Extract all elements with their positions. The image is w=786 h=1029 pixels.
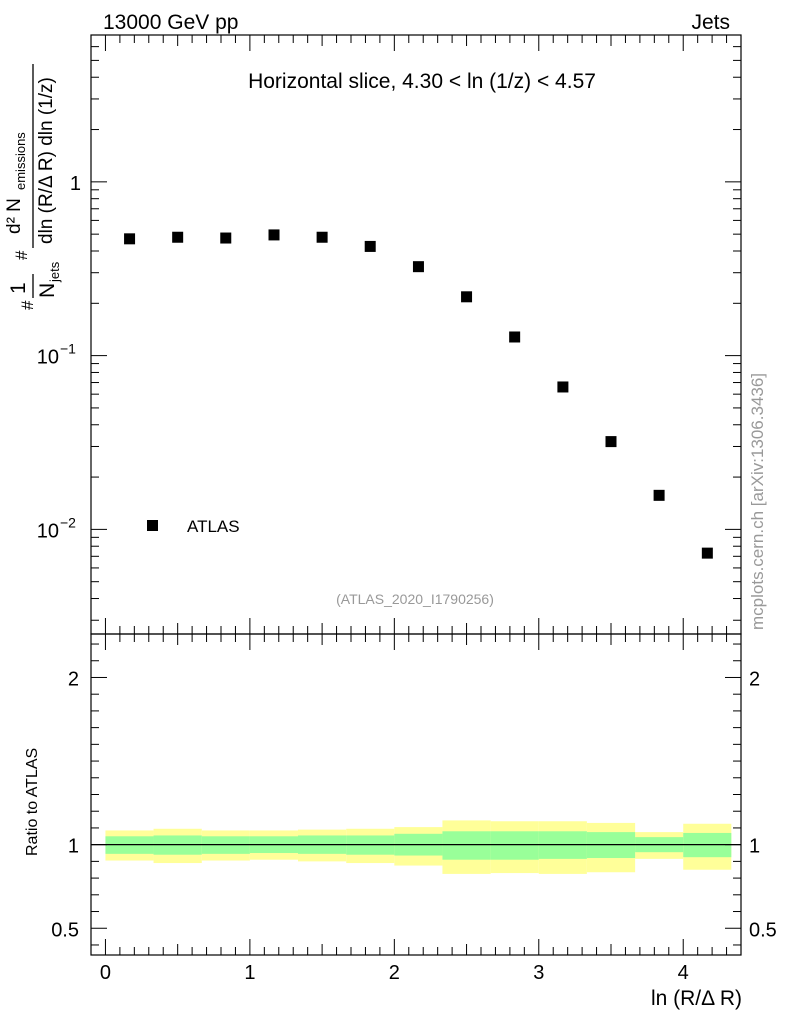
x-tick-label: 4 — [678, 962, 689, 984]
data-point — [653, 489, 665, 501]
y-label-one: 1 — [7, 282, 30, 294]
y-tick-label: 1 — [70, 173, 81, 195]
data-point — [557, 381, 569, 393]
ratio-y-tick-label-right: 1 — [749, 836, 760, 858]
data-point — [509, 331, 521, 343]
ratio-plot-panel: 0.5 0.5 1 1 2 2 0 1 2 3 4 Ratio to ATLAS ln (R/Δ R… — [24, 633, 777, 1010]
data-point — [701, 547, 713, 559]
data-point — [461, 291, 473, 303]
x-tick-label: 3 — [533, 962, 544, 984]
plot-title: Horizontal slice, 4.30 < ln (1/z) < 4.57 — [248, 70, 596, 93]
data-point — [268, 229, 280, 241]
main-plot-panel: 10 −210 −11 Horizontal slice, 4.30 < ln (1… — [4, 34, 742, 635]
ratio-plot-frame — [90, 633, 742, 956]
y-tick-label: 10 — [37, 520, 59, 542]
ratio-y-tick-label-left: 1 — [68, 836, 79, 858]
y-label-hash-2: # — [12, 250, 31, 260]
main-plot-frame — [90, 34, 742, 635]
x-tick-label: 2 — [389, 962, 400, 984]
legend-marker-atlas — [147, 520, 158, 531]
y-label-emissions-sub: emissions — [13, 132, 28, 190]
ratio-y-tick-label-right: 2 — [749, 668, 760, 690]
jets-label: Jets — [691, 11, 730, 34]
top-y-axis-label: # 1 N jets # d² N emissions dln (R/Δ R) … — [4, 64, 62, 310]
y-label-jets-sub: jets — [47, 261, 62, 283]
data-point — [364, 240, 376, 252]
analysis-id: (ATLAS_2020_I1790256) — [336, 591, 494, 607]
data-point — [316, 231, 328, 243]
legend-label-atlas: ATLAS — [187, 517, 240, 536]
bottom-axis-ticks: 0.5 0.5 1 1 2 2 0 1 2 3 4 — [51, 634, 777, 984]
ratio-y-tick-label-left: 2 — [68, 668, 79, 690]
uncertainty-bands — [105, 820, 732, 874]
uncertainty-band-bin — [442, 831, 491, 860]
ratio-y-tick-label-right: 0.5 — [749, 919, 777, 941]
data-point — [220, 232, 232, 244]
watermark: mcplots.cern.ch [arXiv:1306.3436] — [748, 373, 767, 630]
y-label-hash-1: # — [18, 300, 37, 310]
data-point — [605, 436, 617, 448]
x-axis-label: ln (R/Δ R) — [651, 987, 742, 1010]
x-tick-label: 0 — [100, 962, 111, 984]
data-point — [412, 261, 424, 273]
data-points-group — [124, 229, 713, 559]
data-point — [124, 233, 136, 245]
y-tick-label-exponent: −1 — [60, 341, 76, 357]
top-axis-ticks: 10 −210 −11 — [37, 34, 742, 634]
ratio-y-axis-label: Ratio to ATLAS — [24, 748, 41, 856]
ratio-y-tick-label-left: 0.5 — [51, 919, 79, 941]
y-tick-label: 10 — [37, 347, 59, 369]
data-point — [172, 231, 184, 243]
uncertainty-band-bin — [490, 831, 539, 860]
y-label-njets: N — [36, 283, 59, 298]
y-label-denominator: dln (R/Δ R) dln (1/z) — [36, 77, 57, 244]
x-tick-label: 1 — [244, 962, 255, 984]
y-tick-label-exponent: −2 — [60, 514, 76, 530]
energy-label: 13000 GeV pp — [103, 11, 238, 34]
y-label-numerator: d² N — [4, 198, 25, 234]
